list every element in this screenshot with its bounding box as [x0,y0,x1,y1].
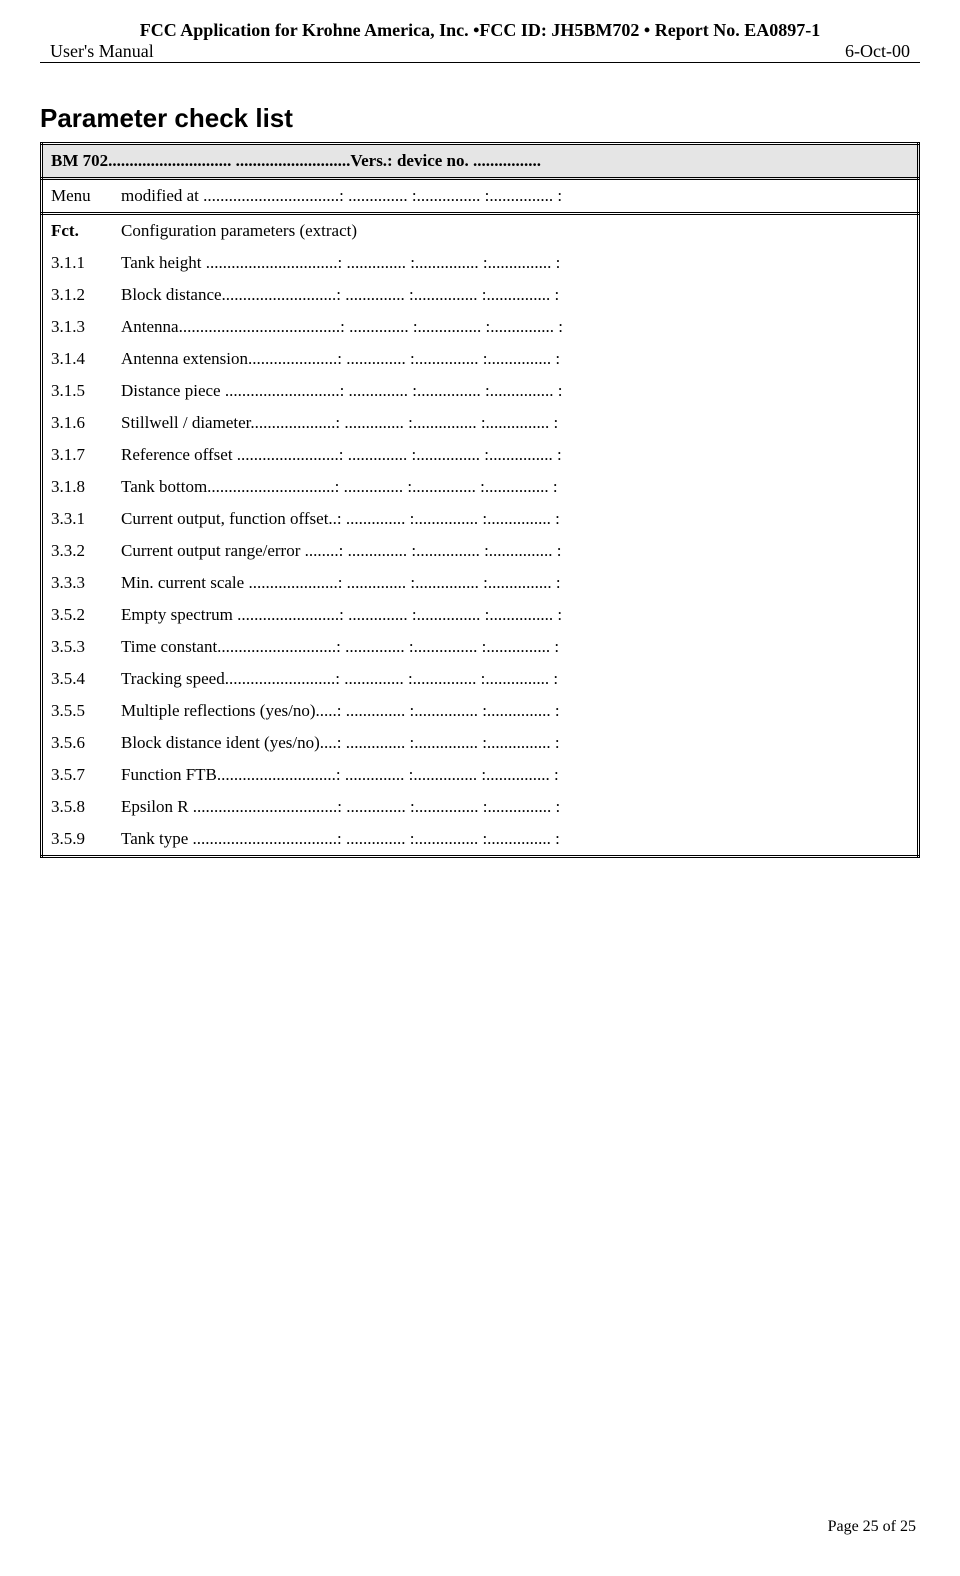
param-text: Stillwell / diameter....................… [121,413,909,433]
param-fct: 3.3.2 [51,541,121,561]
param-row: 3.1.6Stillwell / diameter...............… [43,407,917,439]
fct-header-text: Configuration parameters (extract) [121,221,909,241]
parameter-table: BM 702............................. ....… [40,142,920,858]
param-fct: 3.5.7 [51,765,121,785]
param-fct: 3.5.8 [51,797,121,817]
param-row: 3.5.5Multiple reflections (yes/no).....:… [43,695,917,727]
menu-text: modified at ............................… [121,186,909,206]
param-text: Distance piece .........................… [121,381,909,401]
header-rule [40,62,920,63]
menu-label: Menu [51,186,121,206]
param-fct: 3.1.1 [51,253,121,273]
param-body: Fct. Configuration parameters (extract) … [43,215,917,855]
param-row: 3.3.2Current output range/error ........… [43,535,917,567]
param-text: Block distance..........................… [121,285,909,305]
param-text: Min. current scale .....................… [121,573,909,593]
param-text: Current output range/error ........: ...… [121,541,909,561]
param-fct: 3.1.7 [51,445,121,465]
param-row: 3.1.8Tank bottom........................… [43,471,917,503]
param-row: 3.5.7Function FTB.......................… [43,759,917,791]
param-fct: 3.1.3 [51,317,121,337]
param-row: 3.1.5Distance piece ....................… [43,375,917,407]
header-right: 6-Oct-00 [845,41,910,62]
fct-header-label: Fct. [51,221,121,241]
page-title: Parameter check list [40,103,920,134]
param-text: Tank type ..............................… [121,829,909,849]
param-fct: 3.1.6 [51,413,121,433]
param-fct: 3.5.5 [51,701,121,721]
param-row: 3.3.3Min. current scale ................… [43,567,917,599]
param-fct: 3.1.4 [51,349,121,369]
menu-row: Menu modified at .......................… [43,180,917,212]
param-text: Tank height ............................… [121,253,909,273]
param-row: 3.5.6Block distance ident (yes/no)....: … [43,727,917,759]
param-fct: 3.5.4 [51,669,121,689]
param-text: Reference offset .......................… [121,445,909,465]
param-row: 3.5.2Empty spectrum ....................… [43,599,917,631]
param-text: Time constant...........................… [121,637,909,657]
param-fct: 3.5.2 [51,605,121,625]
page-header: FCC Application for Krohne America, Inc.… [40,20,920,63]
param-text: Tank bottom.............................… [121,477,909,497]
param-fct: 3.1.5 [51,381,121,401]
param-text: Antenna.................................… [121,317,909,337]
param-row: 3.1.2Block distance.....................… [43,279,917,311]
param-row: 3.5.4Tracking speed.....................… [43,663,917,695]
param-fct: 3.5.3 [51,637,121,657]
param-fct: 3.3.1 [51,509,121,529]
param-row: 3.1.7Reference offset ..................… [43,439,917,471]
page-footer: Page 25 of 25 [40,1518,920,1536]
param-text: Epsilon R ..............................… [121,797,909,817]
header-line2: User's Manual 6-Oct-00 [40,41,920,62]
param-text: Multiple reflections (yes/no).....: ....… [121,701,909,721]
param-text: Block distance ident (yes/no)....: .....… [121,733,909,753]
param-fct: 3.3.3 [51,573,121,593]
fct-header-row: Fct. Configuration parameters (extract) [43,215,917,247]
param-fct: 3.1.2 [51,285,121,305]
header-left: User's Manual [50,41,154,62]
param-fct: 3.5.9 [51,829,121,849]
param-row: 3.5.8Epsilon R .........................… [43,791,917,823]
param-text: Antenna extension.....................: … [121,349,909,369]
param-row: 3.5.3Time constant......................… [43,631,917,663]
param-row: 3.5.9Tank type .........................… [43,823,917,855]
param-text: Function FTB............................… [121,765,909,785]
param-text: Current output, function offset..: .....… [121,509,909,529]
param-text: Tracking speed..........................… [121,669,909,689]
param-row: 3.3.1Current output, function offset..: … [43,503,917,535]
param-row: 3.1.1Tank height .......................… [43,247,917,279]
device-row: BM 702............................. ....… [43,145,917,177]
param-text: Empty spectrum ........................:… [121,605,909,625]
header-line1: FCC Application for Krohne America, Inc.… [40,20,920,41]
param-fct: 3.1.8 [51,477,121,497]
param-row: 3.1.4Antenna extension..................… [43,343,917,375]
param-row: 3.1.3Antenna............................… [43,311,917,343]
param-fct: 3.5.6 [51,733,121,753]
